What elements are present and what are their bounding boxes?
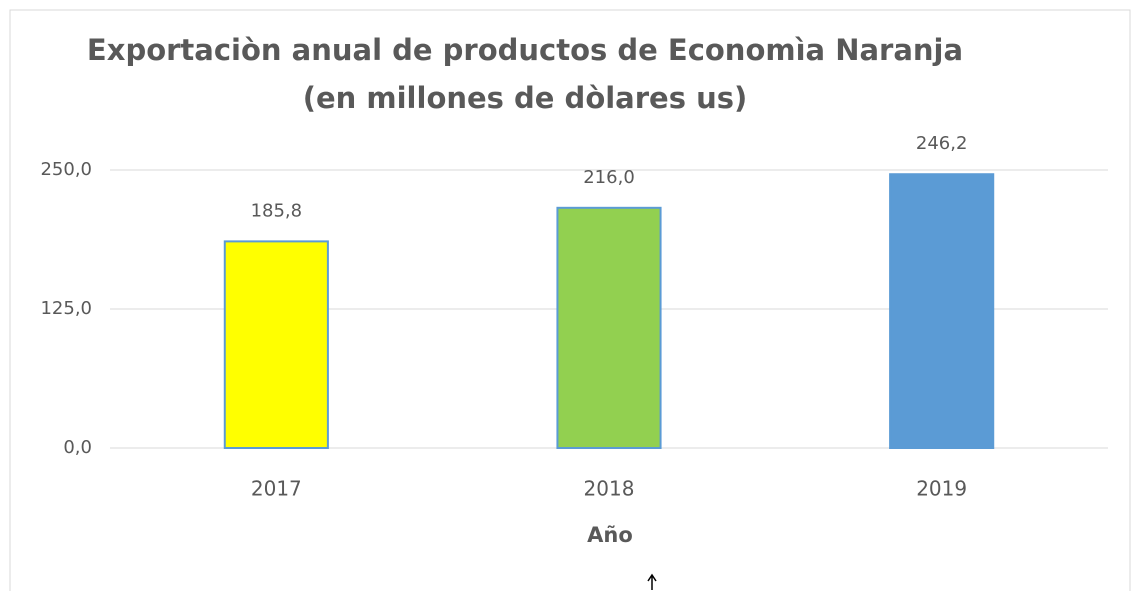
cursor-arrow bbox=[647, 573, 657, 590]
y-tick-label: 125,0 bbox=[40, 298, 92, 319]
bar bbox=[556, 206, 662, 449]
value-label: 185,8 bbox=[251, 200, 303, 221]
y-tick-label: 250,0 bbox=[40, 159, 92, 180]
x-tick-label: 2019 bbox=[916, 477, 967, 501]
bar bbox=[889, 173, 995, 450]
chart-title: Exportaciòn anual de productos de Econom… bbox=[87, 33, 963, 67]
value-label: 216,0 bbox=[583, 167, 635, 188]
x-tick-label: 2018 bbox=[584, 477, 635, 501]
x-tick-label: 2017 bbox=[251, 477, 302, 501]
chart-subtitle: (en millones de dòlares us) bbox=[303, 81, 748, 115]
x-axis-label: Año bbox=[587, 523, 633, 547]
bar bbox=[223, 240, 329, 449]
y-tick-label: 0,0 bbox=[63, 437, 92, 458]
value-label: 246,2 bbox=[916, 133, 968, 154]
